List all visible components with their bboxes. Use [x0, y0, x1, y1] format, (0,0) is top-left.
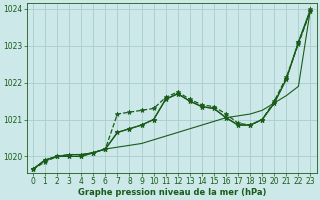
X-axis label: Graphe pression niveau de la mer (hPa): Graphe pression niveau de la mer (hPa) — [77, 188, 266, 197]
